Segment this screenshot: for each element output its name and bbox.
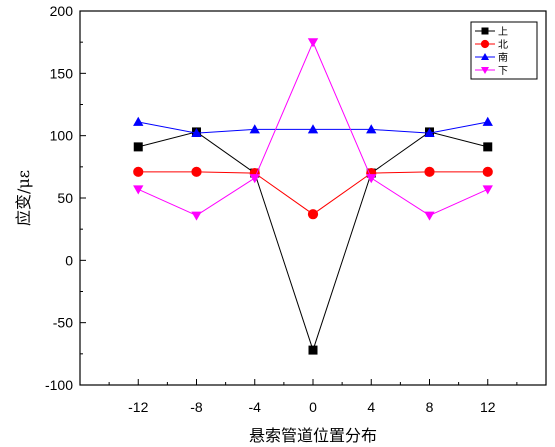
- legend-label: 南: [498, 51, 508, 64]
- data-point: [424, 166, 435, 177]
- x-tick-label: 8: [426, 399, 434, 415]
- axis-ticks: -100 -50 0 50 100 150 200 -12 -8 -4 0 4 8 12: [45, 3, 518, 415]
- data-point: [133, 166, 144, 177]
- series-3: [133, 38, 493, 221]
- legend-label: 北: [498, 39, 508, 51]
- x-tick-label: -12: [128, 399, 148, 415]
- data-point: [308, 345, 318, 355]
- data-point: [482, 166, 493, 177]
- x-tick-label: -8: [190, 399, 203, 415]
- data-point: [191, 166, 202, 177]
- data-point: [307, 38, 319, 48]
- legend-label: 上: [498, 26, 508, 38]
- x-tick-label: 12: [480, 399, 496, 415]
- x-axis-title: 悬索管道位置分布: [249, 426, 377, 445]
- data-point: [249, 174, 260, 184]
- y-tick-label: -100: [45, 377, 73, 393]
- legend-label: 下: [498, 66, 508, 77]
- series-line: [138, 131, 488, 352]
- data-point: [424, 127, 435, 138]
- y-tick-label: 200: [50, 3, 74, 19]
- x-tick-label: 4: [367, 399, 375, 415]
- data-point: [307, 209, 319, 220]
- data-point: [249, 124, 260, 134]
- legend-marker: [480, 39, 490, 49]
- legend-item: 南: [475, 51, 508, 64]
- series-2: [133, 116, 493, 138]
- legend-item: 上: [475, 26, 508, 38]
- data-point: [424, 211, 435, 221]
- y-axis-title: 应变/με: [14, 170, 33, 226]
- data-point: [133, 116, 144, 126]
- data-point: [482, 116, 493, 126]
- data-point: [133, 142, 143, 152]
- data-point: [366, 174, 377, 184]
- x-tick-label: 0: [309, 399, 317, 415]
- legend-marker: [481, 27, 489, 35]
- data-point: [483, 142, 493, 152]
- y-tick-label: 150: [50, 65, 74, 81]
- data-point: [482, 185, 493, 195]
- y-tick-label: 0: [65, 252, 73, 268]
- series-0: [133, 127, 493, 355]
- y-tick-label: 50: [57, 190, 73, 206]
- legend-marker: [480, 66, 490, 75]
- series-line: [138, 171, 488, 215]
- data-point: [191, 211, 202, 221]
- data-point: [191, 127, 202, 138]
- y-tick-label: -50: [53, 315, 73, 331]
- legend-item: 下: [475, 66, 508, 77]
- series-layer: [133, 38, 493, 355]
- data-point: [366, 124, 377, 134]
- legend-item: 北: [475, 39, 508, 51]
- data-point: [307, 124, 319, 134]
- data-point: [133, 185, 144, 195]
- legend-marker: [480, 52, 490, 61]
- x-tick-label: -4: [249, 399, 262, 415]
- y-tick-label: 100: [50, 128, 74, 144]
